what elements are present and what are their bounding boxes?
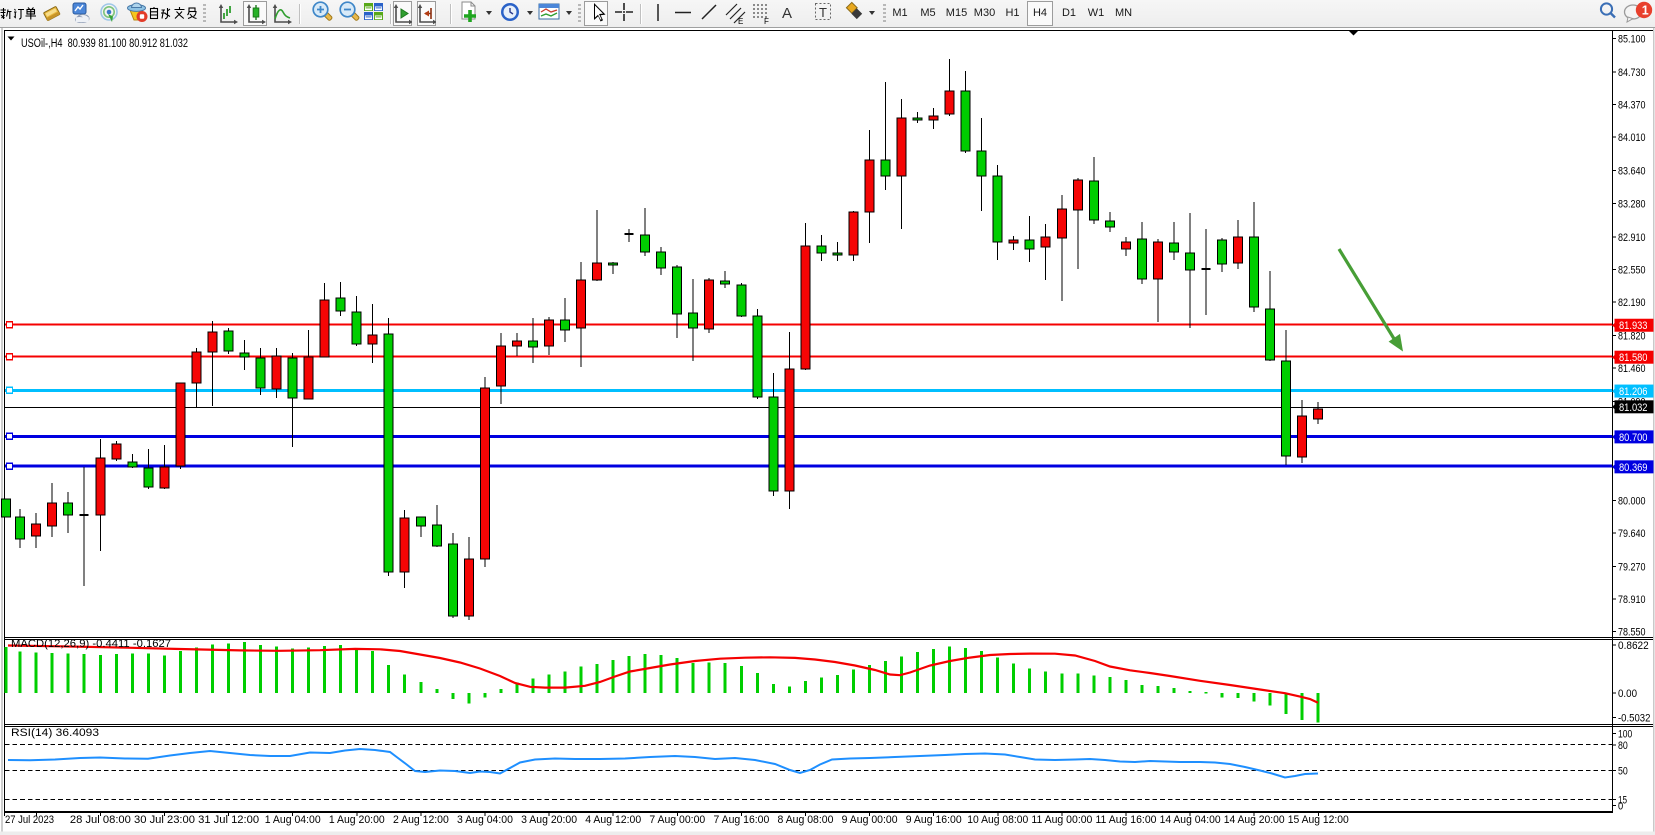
svg-text:85.100: 85.100 bbox=[1618, 34, 1646, 46]
svg-text:78.550: 78.550 bbox=[1618, 627, 1646, 639]
svg-text:E: E bbox=[738, 17, 743, 26]
svg-text:8 Aug 08:00: 8 Aug 08:00 bbox=[778, 814, 834, 826]
svg-text:3 Aug 04:00: 3 Aug 04:00 bbox=[457, 814, 513, 826]
svg-text:27 Jul 2023: 27 Jul 2023 bbox=[5, 814, 54, 826]
svg-text:11 Aug 16:00: 11 Aug 16:00 bbox=[1096, 814, 1157, 826]
svg-text:-0.5032: -0.5032 bbox=[1618, 713, 1650, 725]
svg-text:3 Aug 20:00: 3 Aug 20:00 bbox=[521, 814, 577, 826]
svg-text:80.369: 80.369 bbox=[1619, 462, 1648, 474]
svg-text:15 Aug 12:00: 15 Aug 12:00 bbox=[1288, 814, 1349, 826]
svg-text:1 Aug 20:00: 1 Aug 20:00 bbox=[329, 814, 385, 826]
svg-text:81.820: 81.820 bbox=[1618, 330, 1646, 342]
svg-text:83.640: 83.640 bbox=[1618, 166, 1646, 178]
svg-text:81.460: 81.460 bbox=[1618, 363, 1646, 375]
svg-text:81.933: 81.933 bbox=[1619, 320, 1648, 332]
svg-text:31 Jul 12:00: 31 Jul 12:00 bbox=[198, 814, 259, 826]
svg-text:84.370: 84.370 bbox=[1618, 100, 1646, 112]
svg-text:14 Aug 20:00: 14 Aug 20:00 bbox=[1224, 814, 1285, 826]
svg-text:100: 100 bbox=[1618, 729, 1632, 741]
svg-text:RSI(14) 36.4093: RSI(14) 36.4093 bbox=[11, 727, 99, 739]
svg-text:0.8622: 0.8622 bbox=[1618, 640, 1649, 652]
svg-text:0.00: 0.00 bbox=[1618, 688, 1637, 700]
svg-text:10 Aug 08:00: 10 Aug 08:00 bbox=[967, 814, 1028, 826]
svg-text:1 Aug 04:00: 1 Aug 04:00 bbox=[265, 814, 321, 826]
svg-text:15: 15 bbox=[1618, 794, 1627, 806]
svg-text:4 Aug 12:00: 4 Aug 12:00 bbox=[585, 814, 641, 826]
svg-text:84.730: 84.730 bbox=[1618, 67, 1646, 79]
svg-text:7 Aug 00:00: 7 Aug 00:00 bbox=[649, 814, 705, 826]
svg-text:9 Aug 16:00: 9 Aug 16:00 bbox=[906, 814, 962, 826]
svg-text:F: F bbox=[764, 17, 769, 26]
svg-text:28 Jul 08:00: 28 Jul 08:00 bbox=[70, 814, 131, 826]
svg-text:79.640: 79.640 bbox=[1618, 528, 1646, 540]
svg-text:81.580: 81.580 bbox=[1619, 352, 1648, 364]
svg-text:83.280: 83.280 bbox=[1618, 198, 1646, 210]
svg-text:81.206: 81.206 bbox=[1619, 386, 1648, 398]
svg-text:T: T bbox=[819, 5, 827, 20]
svg-text:30 Jul 23:00: 30 Jul 23:00 bbox=[134, 814, 195, 826]
svg-text:USOil-,H4 80.939 81.100 80.91: USOil-,H4 80.939 81.100 80.912 81.032 bbox=[21, 38, 188, 50]
svg-text:80: 80 bbox=[1618, 740, 1628, 752]
svg-text:82.550: 82.550 bbox=[1618, 264, 1646, 276]
svg-text:50: 50 bbox=[1618, 765, 1628, 777]
svg-text:80.700: 80.700 bbox=[1619, 432, 1648, 444]
svg-text:A: A bbox=[782, 5, 792, 22]
svg-text:78.910: 78.910 bbox=[1618, 594, 1646, 606]
svg-text:MACD(12,26,9) -0.4411 -0.1627: MACD(12,26,9) -0.4411 -0.1627 bbox=[11, 638, 171, 650]
svg-text:7 Aug 16:00: 7 Aug 16:00 bbox=[713, 814, 769, 826]
svg-text:9 Aug 00:00: 9 Aug 00:00 bbox=[842, 814, 898, 826]
svg-text:82.190: 82.190 bbox=[1618, 297, 1646, 309]
svg-text:2 Aug 12:00: 2 Aug 12:00 bbox=[393, 814, 449, 826]
svg-text:81.032: 81.032 bbox=[1619, 402, 1648, 414]
svg-text:82.910: 82.910 bbox=[1618, 232, 1646, 244]
svg-text:84.010: 84.010 bbox=[1618, 132, 1646, 144]
svg-text:0: 0 bbox=[1618, 801, 1623, 813]
svg-text:14 Aug 04:00: 14 Aug 04:00 bbox=[1160, 814, 1221, 826]
svg-text:11 Aug 00:00: 11 Aug 00:00 bbox=[1031, 814, 1092, 826]
svg-text:1: 1 bbox=[1642, 3, 1649, 17]
svg-text:79.270: 79.270 bbox=[1618, 561, 1646, 573]
svg-text:80.000: 80.000 bbox=[1618, 495, 1646, 507]
